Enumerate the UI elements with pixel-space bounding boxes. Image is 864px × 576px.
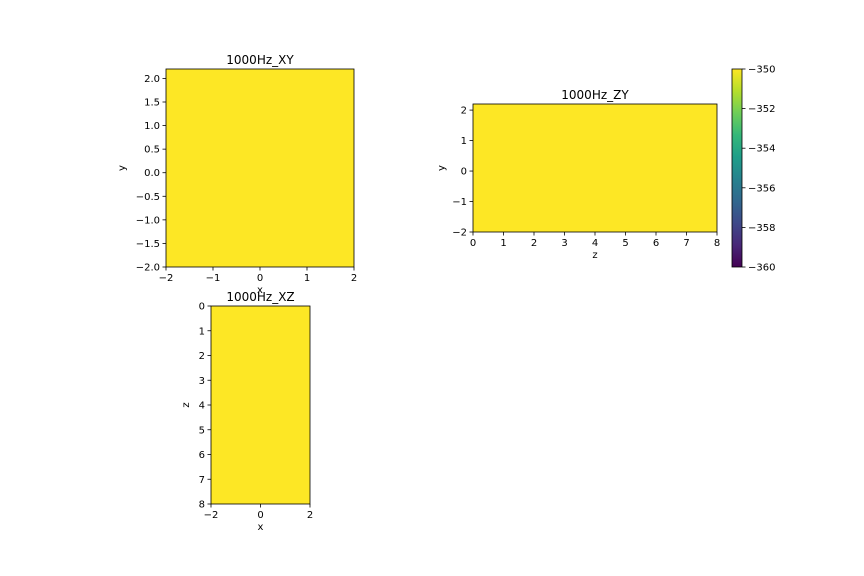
y-tick-label-xy: 0.5 (144, 145, 160, 156)
y-axis-xz: 0 1 2 3 4 5 6 7 8 (199, 302, 211, 511)
colorbar-tick-label: −354 (748, 144, 775, 155)
colorbar-tick-label: −356 (748, 183, 775, 194)
title-zy: 1000Hz_ZY (561, 88, 629, 102)
colorbar-tick-label: −350 (748, 65, 775, 76)
x-tick-label-zy: 4 (592, 238, 598, 249)
x-tick-label-xy: 0 (257, 273, 263, 284)
xlabel-zy: z (592, 250, 597, 261)
xlabel-xz: x (258, 522, 264, 533)
x-axis-xz: −2 0 2 (204, 504, 313, 521)
xlabel-xy: x (257, 285, 263, 296)
title-xz: 1000Hz_XZ (226, 290, 294, 304)
y-tick-label-zy: 1 (461, 136, 467, 147)
y-tick-label-xy: 1.5 (144, 98, 160, 109)
y-tick-label-zy: 2 (461, 106, 467, 117)
x-tick-label-zy: 6 (653, 238, 659, 249)
y-tick-label-xz: 4 (199, 401, 205, 412)
heatmap-xy (165, 68, 355, 268)
title-xy: 1000Hz_XY (226, 53, 294, 67)
colorbar-tick-label: −360 (748, 263, 775, 274)
ylabel-xz: z (181, 402, 192, 407)
x-tick-label-xz: 0 (257, 510, 263, 521)
colorbar: −350 −352 −354 −356 −358 −360 (731, 65, 775, 274)
y-tick-label-xz: 0 (199, 302, 205, 313)
x-tick-label-zy: 0 (470, 238, 476, 249)
y-tick-label-xy: −1.5 (136, 239, 160, 250)
y-tick-label-xz: 3 (199, 376, 205, 387)
panel-zy: 0 1 2 3 4 5 6 7 8 −2 −1 0 1 2 1000Hz_ZY z y (437, 88, 721, 261)
x-tick-label-zy: 3 (561, 238, 567, 249)
panel-xy: −2 −1 0 1 2 −2.0−1.5−1.0−0.50.00.51.01.52.0 … (117, 53, 357, 296)
ylabel-xy: y (117, 165, 128, 171)
colorbar-tick-label: −358 (748, 223, 775, 234)
y-axis-zy: −2 −1 0 1 2 (452, 106, 473, 239)
y-tick-label-xz: 6 (199, 450, 205, 461)
x-axis-xy: −2 −1 0 1 2 (159, 267, 357, 284)
x-tick-label-xy: −2 (159, 273, 174, 284)
x-tick-label-xz: −2 (204, 510, 219, 521)
y-tick-label-zy: −1 (452, 197, 467, 208)
heatmap-zy (472, 103, 718, 233)
y-tick-label-xy: 1.0 (144, 121, 160, 132)
heatmap-xz (210, 305, 311, 505)
x-tick-label-xy: 2 (351, 273, 357, 284)
ylabel-zy: y (437, 165, 448, 171)
y-axis-xy: −2.0 −1.5 −1.0 −0.5 0.0 0.5 1.0 1.5 2.0 (136, 74, 166, 274)
x-tick-label-zy: 7 (683, 238, 689, 249)
x-tick-label-xy: 1 (304, 273, 310, 284)
y-tick-label-xy: 0.0 (144, 168, 160, 179)
x-tick-label-zy: 8 (714, 238, 720, 249)
x-tick-label-xy: −1 (206, 273, 221, 284)
y-tick-label-xy: −2.0 (136, 263, 160, 274)
y-tick-label-xz: 1 (199, 326, 205, 337)
y-tick-label-xz: 7 (199, 475, 205, 486)
x-tick-label-zy: 5 (622, 238, 628, 249)
y-tick-label-xz: 2 (199, 351, 205, 362)
panel-xz: −2 0 2 0 1 2 3 4 5 6 7 8 1000Hz_XZ x z (181, 290, 313, 533)
y-tick-label-zy: −2 (452, 228, 467, 239)
y-tick-label-xz: 8 (199, 500, 205, 511)
y-tick-label-xy: −1.0 (136, 215, 160, 226)
y-tick-label-xz: 5 (199, 425, 205, 436)
colorbar-tick-label: −352 (748, 104, 775, 115)
y-tick-label-xy: 2.0 (144, 74, 160, 85)
y-tick-label-zy: 0 (461, 167, 467, 178)
x-tick-label-zy: 2 (531, 238, 537, 249)
x-axis-zy: 0 1 2 3 4 5 6 7 8 (470, 232, 720, 249)
colorbar-axis: −350 −352 −354 −356 −358 −360 (742, 65, 775, 274)
x-tick-label-xz: 2 (307, 510, 313, 521)
colorbar-gradient (731, 68, 743, 268)
x-tick-label-zy: 1 (500, 238, 506, 249)
y-tick-label-xy: −0.5 (136, 192, 160, 203)
